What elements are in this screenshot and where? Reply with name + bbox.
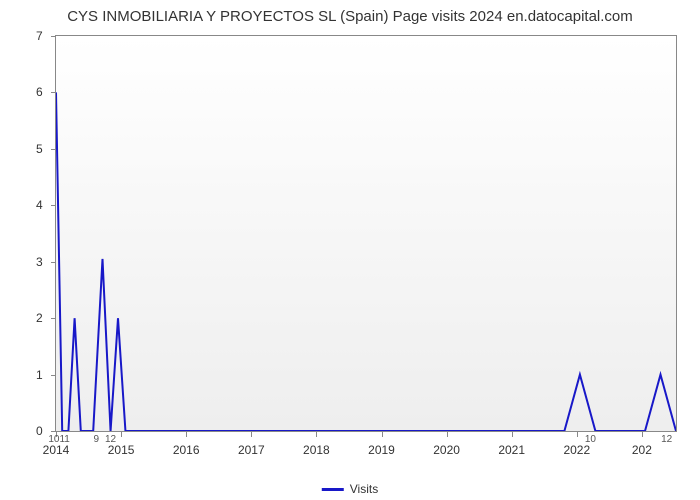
x-tick-major-label: 202 bbox=[632, 443, 652, 457]
x-tick-major-label: 2016 bbox=[173, 443, 200, 457]
x-tick-minor-label: 9 bbox=[94, 434, 100, 445]
x-tick-major-label: 2019 bbox=[368, 443, 395, 457]
x-tick-minor-label: 1011 bbox=[48, 434, 70, 445]
legend-swatch bbox=[322, 488, 344, 491]
x-tick-mark bbox=[121, 431, 122, 437]
y-tick-label: 0 bbox=[36, 424, 48, 438]
x-tick-major-label: 2014 bbox=[43, 443, 70, 457]
x-tick-mark bbox=[512, 431, 513, 437]
y-tick-label: 7 bbox=[36, 29, 48, 43]
x-tick-minor-label: 12 bbox=[105, 434, 116, 445]
y-tick-label: 3 bbox=[36, 255, 48, 269]
y-tick-label: 5 bbox=[36, 142, 48, 156]
x-tick-major-label: 2017 bbox=[238, 443, 265, 457]
x-tick-major-label: 2015 bbox=[108, 443, 135, 457]
y-tick-mark bbox=[51, 92, 56, 93]
chart-title: CYS INMOBILIARIA Y PROYECTOS SL (Spain) … bbox=[0, 0, 700, 25]
x-tick-major-label: 2020 bbox=[433, 443, 460, 457]
y-tick-mark bbox=[51, 149, 56, 150]
x-tick-major-label: 2018 bbox=[303, 443, 330, 457]
legend-label: Visits bbox=[350, 482, 378, 496]
y-tick-mark bbox=[51, 375, 56, 376]
x-tick-minor-label: 10 bbox=[585, 434, 596, 445]
x-tick-major-label: 2021 bbox=[498, 443, 525, 457]
x-tick-mark bbox=[642, 431, 643, 437]
y-tick-label: 4 bbox=[36, 198, 48, 212]
y-tick-label: 2 bbox=[36, 311, 48, 325]
x-tick-mark bbox=[186, 431, 187, 437]
x-tick-mark bbox=[382, 431, 383, 437]
y-tick-mark bbox=[51, 318, 56, 319]
y-tick-label: 1 bbox=[36, 368, 48, 382]
x-tick-major-label: 2022 bbox=[563, 443, 590, 457]
x-tick-mark bbox=[577, 431, 578, 437]
x-tick-mark bbox=[447, 431, 448, 437]
plot-area: 01234567 2014201520162017201820192020202… bbox=[55, 35, 677, 432]
x-tick-mark bbox=[316, 431, 317, 437]
x-tick-mark bbox=[251, 431, 252, 437]
y-tick-mark bbox=[51, 262, 56, 263]
x-tick-minor-label: 12 bbox=[661, 434, 672, 445]
y-tick-mark bbox=[51, 36, 56, 37]
y-tick-mark bbox=[51, 205, 56, 206]
line-chart-svg bbox=[56, 36, 676, 431]
y-tick-label: 6 bbox=[36, 85, 48, 99]
legend: Visits bbox=[322, 482, 378, 496]
